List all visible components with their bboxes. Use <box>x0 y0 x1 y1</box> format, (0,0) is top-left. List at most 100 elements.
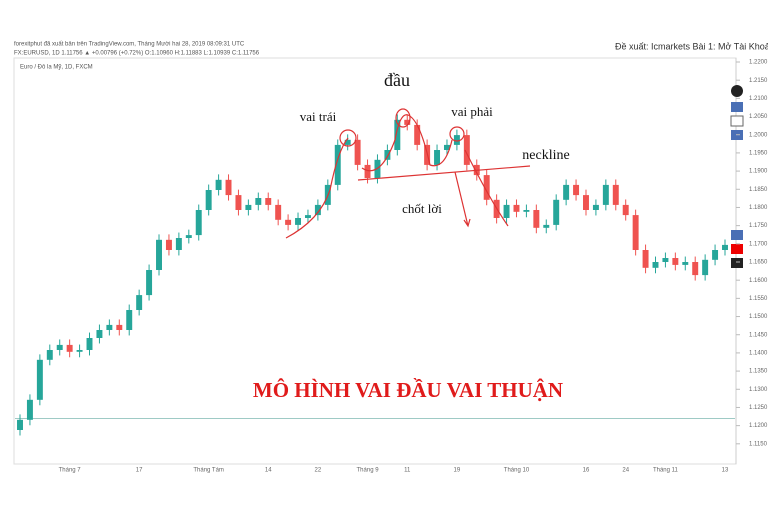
candle-body <box>622 204 629 216</box>
y-tick-label: 1.1650 <box>749 260 768 266</box>
candle-body <box>86 338 93 350</box>
candle-body <box>275 204 282 220</box>
y-tick-label: 1.1800 <box>749 205 768 211</box>
candle-body <box>46 350 53 360</box>
x-tick-label: 17 <box>136 468 143 474</box>
y-tick-label: 1.2150 <box>749 78 768 84</box>
candle-body <box>146 270 153 296</box>
plot: 1.1150 1.1200 1.1250 1.1300 1.1350 1.1400 1.14… <box>15 60 768 474</box>
candle-body <box>195 210 202 236</box>
drop-curve <box>464 149 509 227</box>
candle-body <box>136 295 143 310</box>
candle-body <box>314 204 321 216</box>
candle-body <box>553 199 560 225</box>
annotation: đầu <box>384 70 410 90</box>
candle-body <box>712 250 719 260</box>
candle-body <box>116 324 123 330</box>
y-tick-label: 1.1150 <box>749 441 768 447</box>
symbol-info: FX:EURUSD, 1D 1.11756 ▲ +0.00796 (+0.72%… <box>14 51 260 57</box>
x-tick-label: 11 <box>404 468 411 474</box>
shoulder-circle <box>339 129 357 147</box>
candle-body <box>235 195 242 210</box>
annotation: chốt lời <box>402 201 442 216</box>
annotation: vai trái <box>300 109 337 124</box>
candle-body <box>632 215 639 250</box>
candle-body <box>573 184 580 196</box>
toolbar-icon[interactable] <box>731 230 743 240</box>
candle-body <box>434 150 441 165</box>
candle-body <box>722 244 728 250</box>
candle-body <box>56 344 63 350</box>
candle-body <box>533 210 540 228</box>
candle-body <box>364 164 371 178</box>
x-tick-label: 14 <box>265 468 272 474</box>
candle-body <box>652 262 659 268</box>
candle-body <box>682 262 689 265</box>
candle-body <box>394 119 401 150</box>
toolbar-icon[interactable] <box>730 115 744 127</box>
candle-body <box>245 204 252 210</box>
head-circle <box>395 108 411 128</box>
candle-body <box>354 139 361 165</box>
candle-body <box>225 179 232 196</box>
candle-body <box>642 250 649 268</box>
annotation: neckline <box>522 148 569 163</box>
candle-body <box>334 144 341 185</box>
candle-body <box>205 190 212 210</box>
x-tick-label: Tháng 11 <box>653 468 679 474</box>
x-tick-label: 13 <box>722 468 729 474</box>
candle-body <box>285 219 292 225</box>
candle-body <box>295 218 302 225</box>
candle-body <box>66 344 73 352</box>
candle-body <box>175 238 182 250</box>
publisher: forexitphut đã xuất bản trên TradingView… <box>14 42 245 48</box>
hand-drawing <box>285 108 531 239</box>
candle-body <box>215 179 222 190</box>
toolbar-icon[interactable] <box>731 85 743 97</box>
candle-body <box>602 184 609 205</box>
x-tick-label: 24 <box>622 468 629 474</box>
y-tick-label: 1.1850 <box>749 187 768 193</box>
toolbar-icon[interactable] <box>731 102 743 112</box>
y-tick-label: 1.1550 <box>749 296 768 302</box>
y-tick-label: 1.2200 <box>749 60 768 66</box>
y-tick-label: 1.2100 <box>749 96 768 102</box>
candle-body <box>414 124 421 145</box>
shoulder-circle <box>449 126 465 142</box>
candle-body <box>304 215 311 218</box>
candle-body <box>156 239 162 270</box>
target-arrow <box>454 171 471 228</box>
candle-body <box>612 184 619 205</box>
candle-body <box>443 144 450 150</box>
candle-body <box>513 204 520 212</box>
candle-body <box>463 135 470 165</box>
candle-body <box>592 204 599 210</box>
candle-body <box>185 235 192 238</box>
trend-curve <box>285 137 349 239</box>
x-tick-label: Tháng 10 <box>504 468 530 474</box>
x-tick-label: Tháng Tám <box>193 468 224 474</box>
x-tick-label: 19 <box>454 468 461 474</box>
candle-body <box>672 258 679 265</box>
y-tick-label: 1.2050 <box>749 114 768 120</box>
candle-body <box>483 175 490 200</box>
y-tick-label: 1.1750 <box>749 223 768 229</box>
y-tick-label: 1.1350 <box>749 369 768 375</box>
candle-body <box>692 262 699 276</box>
candle-body <box>106 324 113 330</box>
y-tick-label: 1.1250 <box>749 405 768 411</box>
candle-body <box>563 184 570 200</box>
toolbar-icon[interactable] <box>731 244 743 254</box>
candle-body <box>583 195 589 210</box>
y-tick-label: 1.2000 <box>749 132 768 138</box>
candle-body <box>543 224 550 228</box>
candle-body <box>255 198 262 205</box>
x-tick-label: 16 <box>583 468 590 474</box>
chart-title: MÔ HÌNH VAI ĐẦU VAI THUẬN <box>253 378 563 402</box>
candle-body <box>26 399 33 420</box>
toolbar-icon[interactable] <box>731 258 743 268</box>
candle-body <box>453 135 460 145</box>
x-tick-label: 22 <box>315 468 322 474</box>
annotation: vai phải <box>451 104 493 119</box>
